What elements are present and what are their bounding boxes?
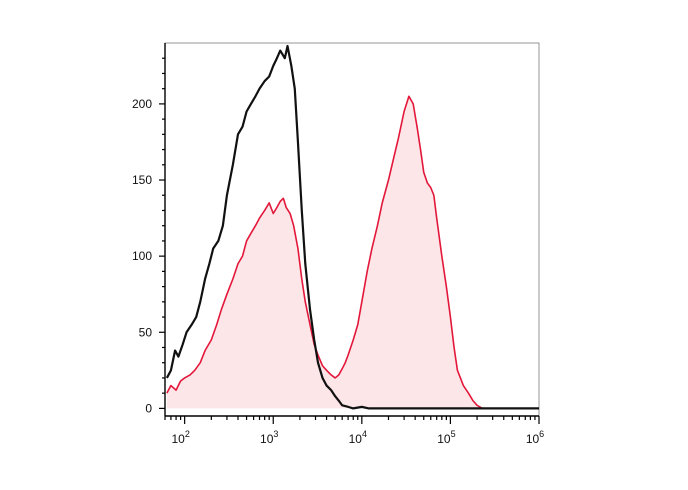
x-tick-label: 106 <box>526 429 544 446</box>
series-0-line <box>165 44 539 410</box>
y-tick-label: 200 <box>132 97 152 111</box>
y-tick-label: 100 <box>132 249 152 263</box>
x-ticks: 102 103 104 105 106 <box>164 416 544 446</box>
x-tick-label: 102 <box>171 429 189 446</box>
y-ticks: 0 50 100 150 200 <box>132 57 165 415</box>
x-tick-label: 103 <box>260 429 278 446</box>
x-tick-label: 105 <box>437 429 455 446</box>
y-tick-label: 0 <box>145 401 152 415</box>
y-tick-label: 50 <box>139 325 153 339</box>
y-tick-label: 150 <box>132 173 152 187</box>
x-tick-label: 104 <box>349 429 367 446</box>
series-1-area <box>166 96 539 409</box>
series-1-line <box>166 95 539 410</box>
series-layer <box>165 44 539 410</box>
